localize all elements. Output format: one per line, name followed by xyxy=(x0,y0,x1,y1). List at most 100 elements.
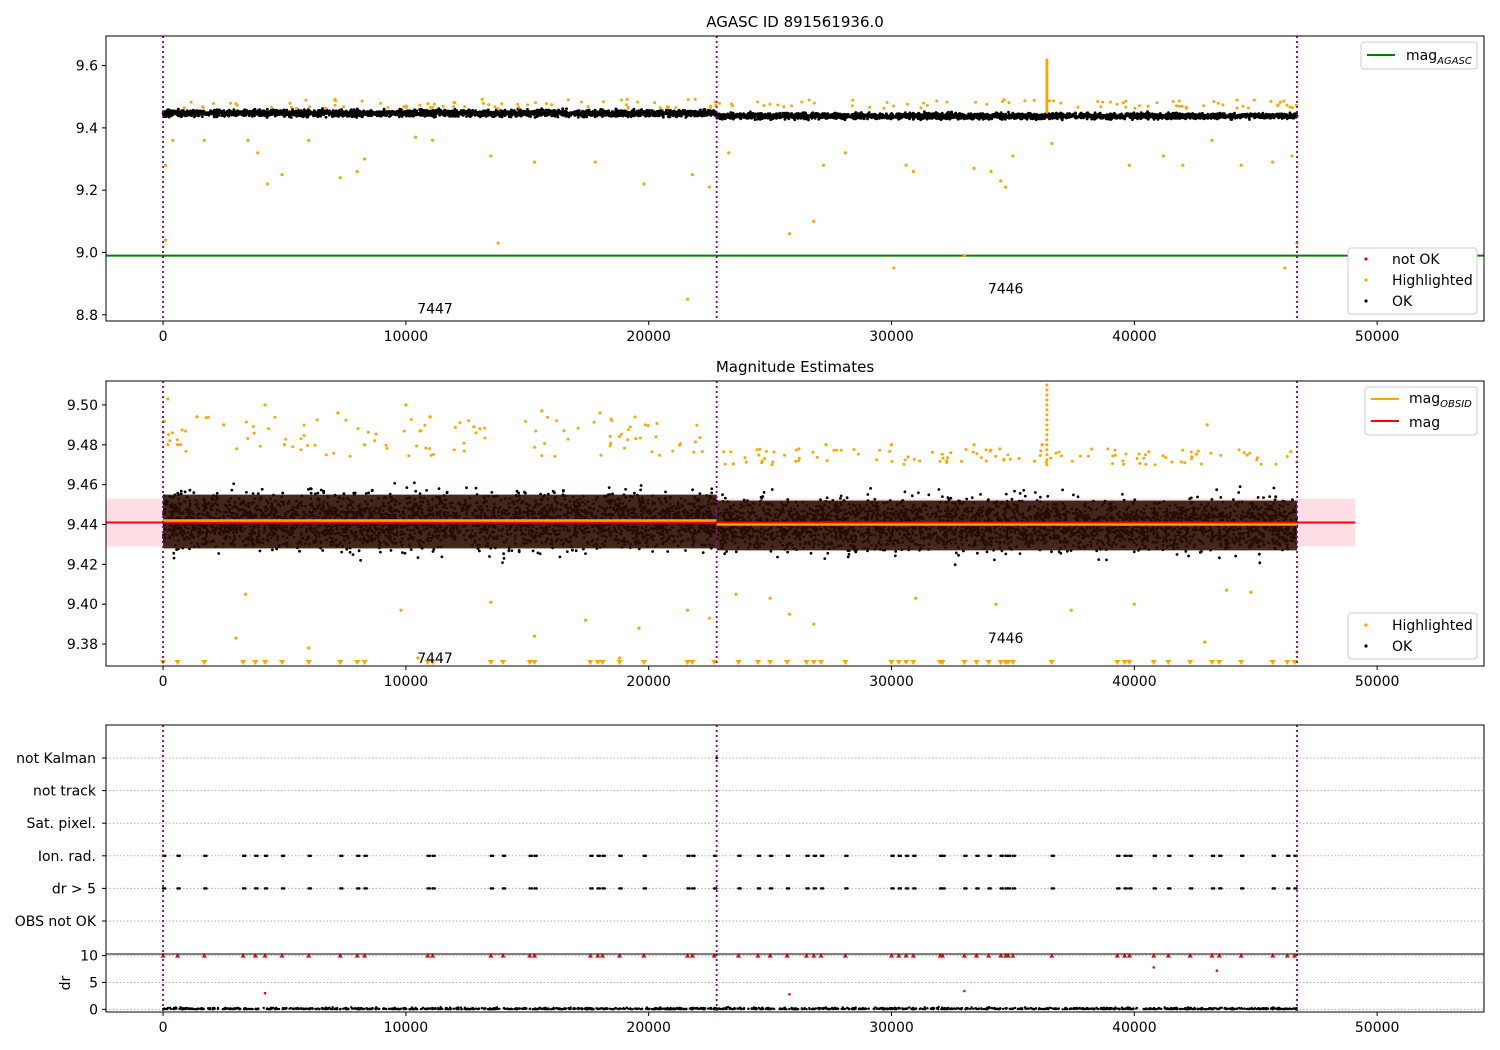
panel1-ok-point xyxy=(242,110,246,114)
panel1-ok-point xyxy=(232,113,236,117)
panel1-ok-point xyxy=(678,111,682,114)
panel1-ok-point xyxy=(772,113,776,117)
panel1-ok-point xyxy=(695,111,699,114)
panel1-ok-point xyxy=(700,113,704,117)
panel1-ok-point xyxy=(508,112,512,116)
panel1-ok-point xyxy=(783,118,787,121)
panel1-ok-point xyxy=(670,111,673,115)
panel1-ok-point xyxy=(474,112,478,116)
panel1-ok-point xyxy=(415,113,419,116)
panel1-ok-point xyxy=(547,110,550,114)
panel1-ok-point xyxy=(703,110,707,114)
panel1-ok-point xyxy=(334,112,338,116)
panel1-ok-point xyxy=(461,114,465,117)
panel1-ok-point xyxy=(274,111,277,115)
panel1-ok-point xyxy=(1080,114,1084,118)
panel1-ok-point xyxy=(214,111,218,115)
panel1-ok-point xyxy=(226,109,230,113)
panel1-ok-point xyxy=(236,109,239,112)
panel1-ok-point xyxy=(338,108,341,112)
panel1-ok-point xyxy=(419,107,423,111)
panel1-ok-point xyxy=(321,107,324,110)
panel1-ok-point xyxy=(519,114,523,118)
panel1-ok-point xyxy=(364,112,368,115)
panel1-ok-point xyxy=(701,111,704,115)
panel1-ok-point xyxy=(1174,114,1178,118)
panel1-ok-point xyxy=(182,112,186,116)
panel1-ok-point xyxy=(462,109,465,112)
panel1-ok-point xyxy=(599,112,603,115)
panel1-ok-point xyxy=(350,114,353,117)
panel1-ok-point xyxy=(630,111,634,115)
panel1-ok-point xyxy=(472,109,475,113)
panel1-ok-point xyxy=(434,115,437,119)
panel1-ok-point xyxy=(343,112,347,116)
panel1-ok-point xyxy=(576,115,580,119)
panel1-ok-point xyxy=(467,108,471,112)
panel1-ok-point xyxy=(685,112,689,116)
panel1-ok-point xyxy=(430,112,434,116)
panel1-ok-point xyxy=(400,112,404,116)
panel1-ok-point xyxy=(319,113,323,117)
panel1-ok-point xyxy=(356,110,360,114)
panel1-ok-point xyxy=(480,110,484,114)
panel1-ok-point xyxy=(428,113,431,117)
panel1-ok-point xyxy=(980,115,983,119)
panel1-ok-point xyxy=(514,115,518,118)
panel1-ok-point xyxy=(532,110,536,114)
panel1-ok-point xyxy=(253,107,257,111)
panel1-ok-point xyxy=(640,108,643,111)
panel1-ok-point xyxy=(586,111,590,114)
panel1-ok-point xyxy=(544,111,548,115)
panel1-ok-point xyxy=(811,111,815,115)
panel1-ok-point xyxy=(541,112,545,116)
panel1-ok-point xyxy=(793,118,797,122)
panel1-ok-point xyxy=(633,113,636,117)
panel1-ok-point xyxy=(438,111,442,115)
panel1-ok-point xyxy=(209,109,213,113)
panel1-ok-point xyxy=(525,114,529,117)
panel1-ok-point xyxy=(718,116,722,119)
panel1-ok-point xyxy=(373,111,377,114)
panel1-ok-point xyxy=(1144,114,1148,117)
panel1-ok-point xyxy=(296,112,300,116)
panel1-ok-point xyxy=(258,108,262,111)
panel1-ok-point xyxy=(313,110,317,113)
panel1-ok-point xyxy=(487,112,490,116)
panel1-ok-point xyxy=(1256,114,1260,117)
panel1-ok-point xyxy=(471,113,474,116)
panel1-ok-point xyxy=(299,112,303,116)
panel1-ok-point xyxy=(217,111,221,115)
panel1-ok-point xyxy=(663,111,667,115)
panel1-ok-point xyxy=(753,118,757,121)
panel1-ok-point xyxy=(1219,114,1223,117)
panel1-ok-point xyxy=(250,112,254,116)
panel1-ok-point xyxy=(590,110,593,114)
panel1-ok-point xyxy=(674,115,678,119)
panel1-ok-point xyxy=(565,107,568,111)
panel1-ok-point xyxy=(350,108,353,112)
panel1-ok-point xyxy=(264,110,268,114)
panel1-ok-point xyxy=(168,112,172,116)
panel1-ok-point xyxy=(465,115,468,118)
panel1-ok-point xyxy=(1123,117,1126,121)
panel1-ok-point xyxy=(322,113,326,117)
panel1-ok-point xyxy=(517,110,521,114)
panel1-ok-point xyxy=(496,112,499,115)
panel1-ok-point xyxy=(468,115,472,118)
panel1-ok-point xyxy=(204,112,208,116)
panel1-ok-point xyxy=(409,110,413,114)
panel1-ok-point xyxy=(290,111,293,115)
panel1-ok-point xyxy=(1073,116,1077,120)
panel1-ok-point xyxy=(774,115,778,119)
panel1-ok-point xyxy=(197,109,201,113)
panel1-ok-point xyxy=(1007,110,1010,114)
panel1-ok-point xyxy=(1287,116,1291,119)
panel1-ok-point xyxy=(526,107,529,111)
panel1-ok-point xyxy=(389,110,393,114)
panel1-ok-point xyxy=(500,115,504,119)
panel1-ok-point xyxy=(240,112,244,115)
panel1-ok-point xyxy=(1170,117,1173,121)
